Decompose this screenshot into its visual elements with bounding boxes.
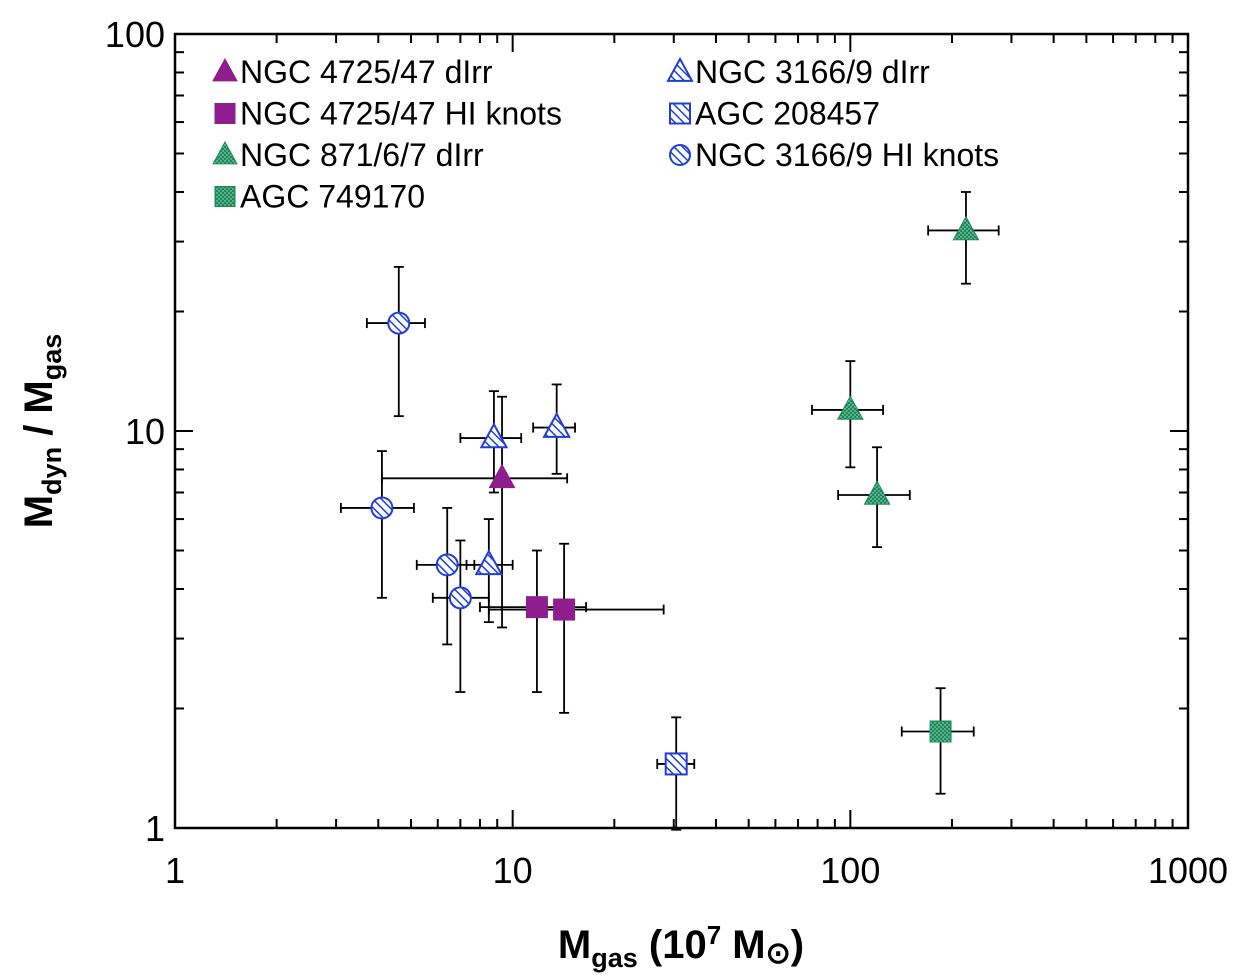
data-point-triangle: [474, 549, 504, 576]
data-markers: [370, 215, 980, 776]
legend-label: NGC 3166/9 HI knots: [695, 137, 999, 173]
data-point-square: [553, 598, 576, 621]
data-point-triangle: [542, 411, 571, 438]
axis-ticks: [174, 34, 1188, 829]
error-bars: [340, 191, 1000, 831]
legend-item: AGC 749170: [214, 179, 425, 215]
y-tick-label: 1: [145, 808, 165, 849]
plot-frame: [173, 32, 1190, 830]
legend-item: NGC 4725/47 HI knots: [214, 96, 562, 132]
legend-marker-circle: [669, 144, 691, 166]
data-point-triangle: [863, 480, 891, 505]
data-point-circle: [370, 496, 394, 520]
data-point-triangle: [836, 395, 864, 420]
data-point-square: [525, 596, 548, 619]
data-point-square: [929, 720, 952, 743]
x-tick-label: 1000: [1148, 850, 1228, 891]
x-tick-label: 1: [165, 850, 185, 891]
data-point-square: [664, 752, 688, 776]
legend-label: NGC 4725/47 dIrr: [240, 54, 493, 90]
legend-item: AGC 208457: [669, 96, 880, 132]
x-tick-label: 100: [820, 850, 880, 891]
error-bar: [381, 395, 569, 629]
legend-marker-triangle: [212, 57, 238, 82]
data-point-triangle: [488, 463, 516, 489]
legend-marker-square: [214, 103, 236, 124]
y-tick-label: 10: [125, 411, 165, 452]
data-point-circle: [448, 586, 472, 610]
data-point-triangle: [952, 215, 980, 241]
legend-label: NGC 4725/47 HI knots: [240, 96, 562, 132]
legend-label: NGC 3166/9 dIrr: [695, 54, 930, 90]
data-point-triangle: [479, 422, 509, 449]
legend-marker-triangle: [666, 56, 694, 82]
legend-label: NGC 871/6/7 dIrr: [240, 137, 484, 173]
error-bar: [340, 450, 415, 599]
legend-marker-triangle: [212, 140, 238, 165]
legend-label: AGC 749170: [240, 179, 425, 215]
y-tick-label: 100: [105, 14, 165, 55]
x-tick-label: 10: [493, 850, 533, 891]
y-axis-title: Mdyn / Mgas: [17, 334, 67, 529]
error-bar: [365, 266, 426, 418]
data-point-circle: [435, 553, 459, 577]
legend-marker-square: [669, 102, 691, 125]
error-bar: [487, 542, 665, 714]
legend-item: NGC 3166/9 HI knots: [669, 137, 999, 173]
legend-item: NGC 4725/47 dIrr: [212, 54, 493, 90]
tick-labels: 1 10 100 1000 1 10 100: [105, 14, 1228, 891]
x-axis-title: Mgas (107 M⊙): [558, 920, 804, 973]
legend: NGC 4725/47 dIrr NGC 4725/47 HI knots NGC …: [212, 54, 999, 215]
legend-item: NGC 871/6/7 dIrr: [212, 137, 484, 173]
legend-label: AGC 208457: [695, 96, 880, 132]
data-point-circle: [387, 311, 411, 335]
legend-marker-square: [214, 186, 236, 207]
legend-item: NGC 3166/9 dIrr: [666, 54, 930, 90]
